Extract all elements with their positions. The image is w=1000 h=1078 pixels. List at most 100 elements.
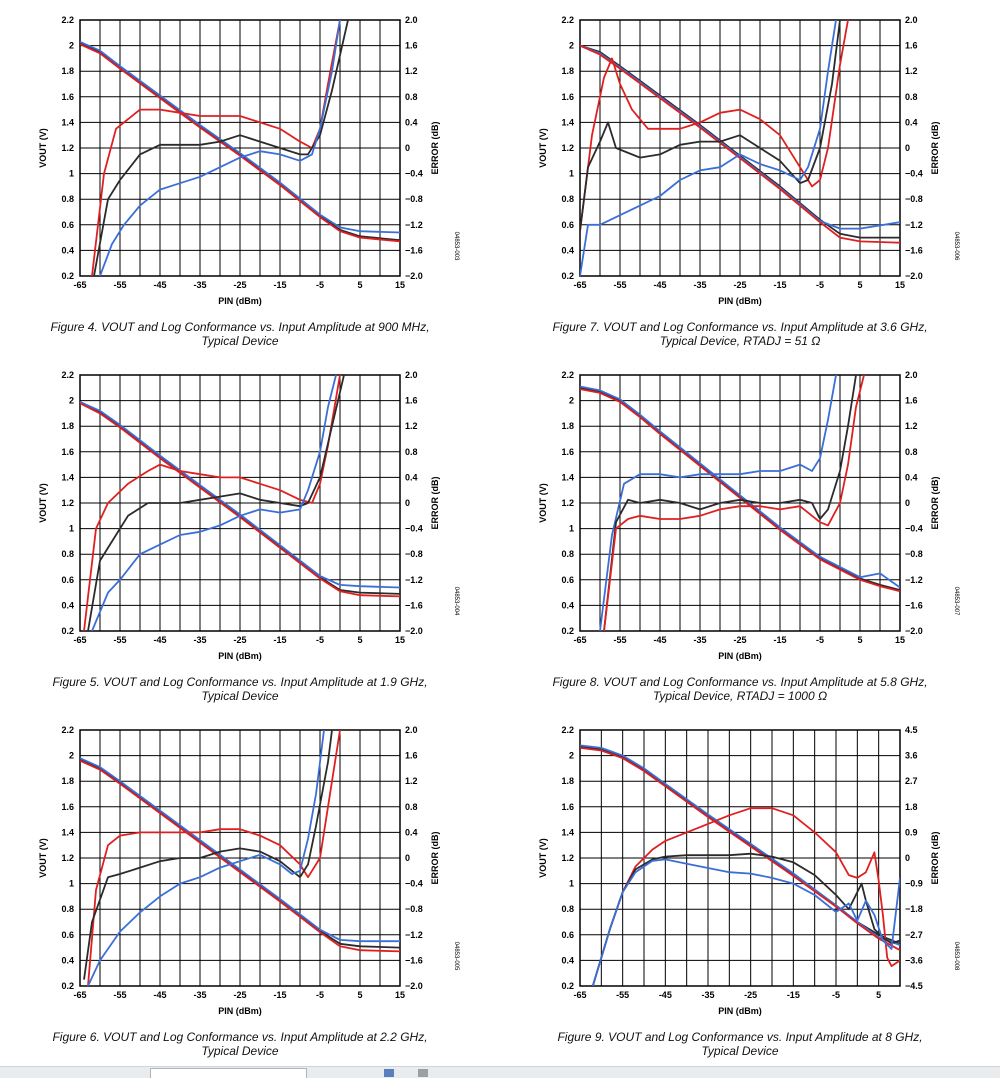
y-tick-label: 0.8 [61,904,74,914]
figure-id-label: 04853-007 [953,587,959,616]
y-tick-label: 1.8 [561,66,574,76]
y-tick-label: 1 [69,169,74,179]
x-tick-label: -65 [573,280,586,290]
error-series-line [603,375,865,631]
x-tick-label: -65 [73,990,86,1000]
y-axis-title: VOUT (V) [38,838,48,878]
x-tick-label: -55 [113,280,126,290]
y-tick-label: 0.4 [561,245,574,255]
select-tool-icon[interactable] [384,1069,394,1077]
y2-tick-label: 1.2 [405,421,418,431]
x-axis-title: PIN (dBm) [218,1006,262,1016]
figure-id-label: 04853-006 [953,232,959,261]
y2-tick-label: −2.0 [905,626,923,636]
vout-series-line [80,402,400,598]
x-axis-title: PIN (dBm) [718,296,762,306]
y2-axis-title: ERROR (dB) [930,832,940,885]
y-tick-label: 1.8 [561,421,574,431]
x-tick-label: 5 [357,635,362,645]
figure-id-label: 04853-004 [453,587,459,616]
error-series-line [83,730,333,980]
x-tick-label: -5 [816,280,824,290]
y2-axis-title: ERROR (dB) [930,122,940,175]
y2-tick-label: 0.8 [405,92,418,102]
plot-frame [79,19,401,277]
y2-tick-label: 0.4 [405,472,418,482]
y-tick-label: 0.6 [561,220,574,230]
y-tick-label: 2 [69,396,74,406]
hand-tool-icon[interactable] [418,1069,428,1077]
error-series-line [93,20,349,276]
vout-series-line [580,388,900,593]
y2-tick-label: 1.6 [905,41,918,51]
y2-tick-label: 0 [905,853,910,863]
y2-tick-label: −1.6 [905,245,923,255]
series-group [580,744,900,986]
caption-line-2: Typical Device, RTADJ = 51 Ω [659,334,821,348]
caption-line-1: Figure 7. VOUT and Log Conformance vs. I… [552,320,928,334]
x-tick-label: -65 [573,635,586,645]
y2-tick-label: −2.0 [405,626,423,636]
page-number-field[interactable] [150,1068,307,1078]
figure-panel: 0.2 0.4 0.6 0.8 1 1.2 1.4 1.6 1.8 2 2.2 −4.5 −3.6 −2.… [500,710,1000,1065]
x-tick-label: -25 [233,635,246,645]
y-tick-label: 1.2 [561,498,574,508]
vout-series-line [580,744,900,946]
x-tick-label: -55 [616,990,629,1000]
y2-tick-label: −1.6 [905,600,923,610]
y2-tick-label: −0.9 [905,879,923,889]
x-tick-label: -45 [153,990,166,1000]
y2-tick-label: 0.9 [905,827,918,837]
x-tick-label: -45 [153,280,166,290]
vout-series-line [580,747,900,951]
y-tick-label: 0.2 [561,271,574,281]
line-chart: 0.2 0.4 0.6 0.8 1 1.2 1.4 1.6 1.8 2 2.2 −2.0 −1.6 −1.… [38,370,459,661]
x-tick-label: -35 [193,280,206,290]
plot-frame [579,729,901,987]
y-tick-label: 1.2 [61,853,74,863]
y2-tick-label: 1.2 [405,776,418,786]
x-tick-label: 5 [857,280,862,290]
caption-line-1: Figure 8. VOUT and Log Conformance vs. I… [552,675,928,689]
y-tick-label: 1.4 [561,472,574,482]
error-series-line [99,20,341,276]
y-tick-label: 0.2 [61,271,74,281]
y2-tick-label: 0.4 [405,117,418,127]
figure-id-label: 04853-003 [453,232,459,261]
caption-line-2: Typical Device [701,1044,779,1058]
y-tick-label: 0.4 [561,600,574,610]
x-tick-label: -45 [659,990,672,1000]
line-chart: 0.2 0.4 0.6 0.8 1 1.2 1.4 1.6 1.8 2 2.2 −2.0 −1.6 −1.… [38,725,459,1016]
y2-tick-label: −0.8 [405,904,423,914]
y-tick-label: 1.6 [61,92,74,102]
y-tick-label: 0.4 [61,955,74,965]
x-tick-label: -65 [73,280,86,290]
y2-tick-label: 0 [405,853,410,863]
x-tick-label: -35 [693,280,706,290]
y-axis-title: VOUT (V) [38,483,48,523]
x-tick-label: 5 [357,990,362,1000]
y-axis-title: VOUT (V) [538,128,548,168]
error-series-line [87,730,325,986]
y-tick-label: 1.8 [61,776,74,786]
y-tick-label: 1.6 [561,802,574,812]
figure-caption: Figure 5. VOUT and Log Conformance vs. I… [0,675,480,703]
y-tick-label: 0.6 [561,930,574,940]
y2-tick-label: −2.0 [405,271,423,281]
y-tick-label: 0.6 [61,930,74,940]
series-group [80,730,400,986]
y-tick-label: 0.2 [561,981,574,991]
y2-tick-label: −0.8 [405,194,423,204]
line-chart: 0.2 0.4 0.6 0.8 1 1.2 1.4 1.6 1.8 2 2.2 −2.0 −1.6 −1.… [538,370,959,661]
x-tick-label: -35 [701,990,714,1000]
y2-tick-label: −1.2 [405,930,423,940]
error-series-line [591,852,900,986]
x-tick-label: -15 [787,990,800,1000]
y-tick-label: 2.2 [61,15,74,25]
plot-frame [579,374,901,632]
x-tick-label: -45 [653,635,666,645]
x-tick-label: 15 [895,635,905,645]
y-tick-label: 2.2 [561,725,574,735]
vout-series-line [80,759,400,953]
vout-series-line [80,757,400,943]
